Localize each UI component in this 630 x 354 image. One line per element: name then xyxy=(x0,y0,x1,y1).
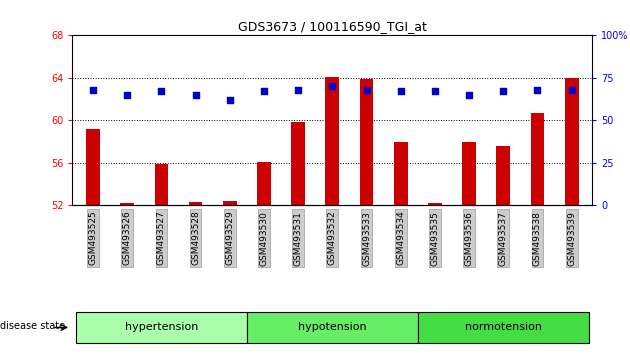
Point xyxy=(396,88,406,94)
Bar xyxy=(565,78,578,205)
Point xyxy=(464,92,474,98)
Bar xyxy=(394,142,408,205)
Bar xyxy=(291,122,305,205)
Text: GSM493527: GSM493527 xyxy=(157,211,166,266)
Bar xyxy=(326,77,339,205)
Text: GSM493533: GSM493533 xyxy=(362,211,371,266)
Bar xyxy=(120,203,134,205)
Bar xyxy=(257,162,271,205)
Text: hypertension: hypertension xyxy=(125,322,198,332)
Point xyxy=(259,88,269,94)
Text: GSM493532: GSM493532 xyxy=(328,211,337,266)
Bar xyxy=(189,202,202,205)
Text: normotension: normotension xyxy=(465,322,542,332)
Text: GSM493531: GSM493531 xyxy=(294,211,302,266)
Bar xyxy=(462,142,476,205)
Point xyxy=(122,92,132,98)
Point xyxy=(430,88,440,94)
Title: GDS3673 / 100116590_TGI_at: GDS3673 / 100116590_TGI_at xyxy=(238,20,427,33)
Bar xyxy=(530,113,544,205)
Text: GSM493538: GSM493538 xyxy=(533,211,542,266)
Bar xyxy=(360,79,374,205)
Text: GSM493539: GSM493539 xyxy=(567,211,576,266)
Point xyxy=(498,88,508,94)
Point xyxy=(190,92,200,98)
Point xyxy=(532,87,542,93)
Text: GSM493536: GSM493536 xyxy=(464,211,474,266)
Text: GSM493525: GSM493525 xyxy=(88,211,98,266)
Text: GSM493534: GSM493534 xyxy=(396,211,405,266)
Point xyxy=(293,87,303,93)
Text: disease state: disease state xyxy=(0,321,65,331)
Point xyxy=(88,87,98,93)
Text: GSM493530: GSM493530 xyxy=(260,211,268,266)
Point xyxy=(156,88,166,94)
FancyBboxPatch shape xyxy=(247,312,418,343)
Point xyxy=(566,87,576,93)
Bar xyxy=(428,203,442,205)
FancyBboxPatch shape xyxy=(76,312,247,343)
Text: GSM493528: GSM493528 xyxy=(191,211,200,266)
Point xyxy=(362,87,372,93)
FancyBboxPatch shape xyxy=(418,312,589,343)
Bar xyxy=(154,164,168,205)
Point xyxy=(327,84,337,89)
Point xyxy=(225,97,235,103)
Text: GSM493526: GSM493526 xyxy=(123,211,132,266)
Text: GSM493529: GSM493529 xyxy=(226,211,234,266)
Text: GSM493535: GSM493535 xyxy=(430,211,439,266)
Bar xyxy=(86,129,100,205)
Text: hypotension: hypotension xyxy=(298,322,367,332)
Bar xyxy=(496,146,510,205)
Text: GSM493537: GSM493537 xyxy=(499,211,508,266)
Bar xyxy=(223,201,237,205)
